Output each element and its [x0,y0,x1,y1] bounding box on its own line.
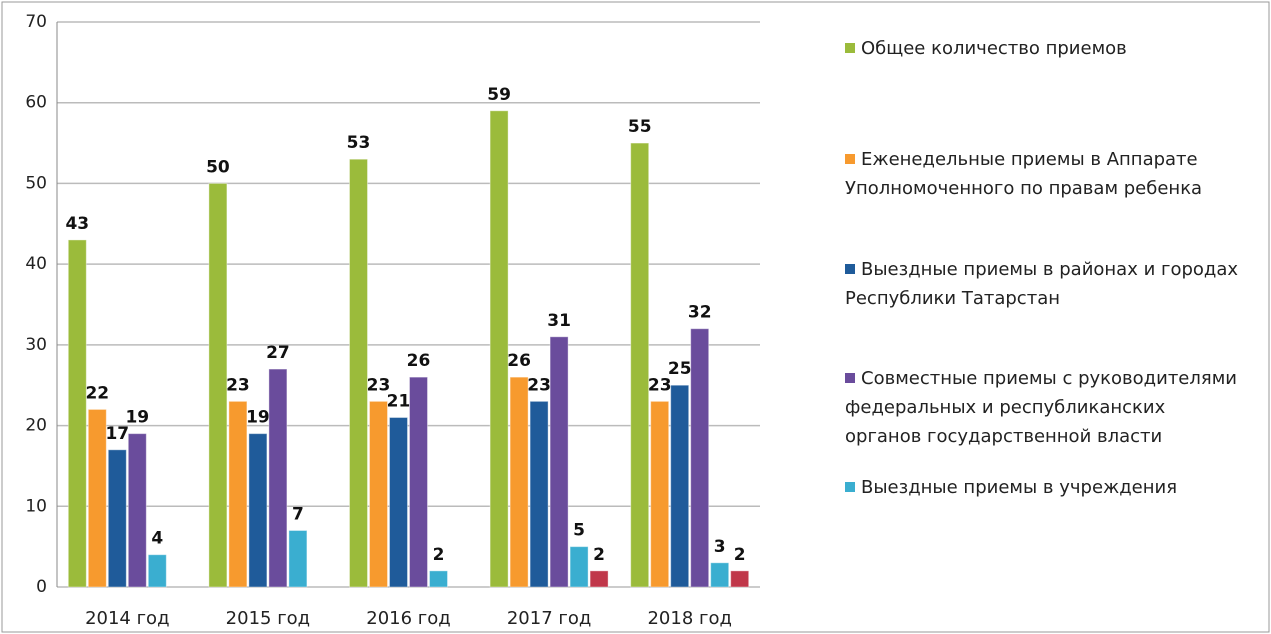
bar [248,433,268,588]
value-label: 31 [547,311,571,331]
legend-item: Выездные приемы в учреждения [845,473,1245,502]
value-label: 32 [688,303,712,323]
legend-item: Еженедельные приемы в Аппарате Уполномоч… [845,145,1245,203]
y-tick-label: 0 [36,577,47,597]
value-label: 3 [714,537,726,557]
legend-label: Выездные приемы в районах и городах Респ… [845,259,1239,309]
x-tick-label: 2014 год [85,608,169,629]
value-label: 23 [648,375,672,395]
bar [429,570,448,588]
x-tick-label: 2015 год [226,608,310,629]
legend-item: Выездные приемы в районах и городах Респ… [845,255,1245,313]
x-tick-label: 2016 год [366,608,450,629]
value-label: 2 [433,545,445,565]
bar [730,570,750,588]
legend-label: Совместные приемы с руководителями федер… [845,368,1237,447]
y-tick-label: 30 [25,335,47,355]
legend-label: Общее количество приемов [861,38,1127,59]
value-label: 23 [527,375,551,395]
legend-item: Общее количество приемов [845,34,1245,63]
bar [107,449,127,588]
y-tick-label: 40 [25,254,47,274]
bar [650,400,670,588]
bar [208,182,228,588]
value-label: 5 [573,521,585,541]
bar [288,530,308,588]
y-tick-label: 70 [25,12,47,32]
legend-swatch [845,373,855,383]
y-tick-label: 60 [25,93,47,113]
legend-swatch [845,482,855,492]
value-label: 2 [734,545,746,565]
value-label: 43 [65,214,89,234]
value-label: 23 [367,375,391,395]
bar [630,142,650,588]
value-label: 26 [407,351,431,371]
y-tick-label: 50 [25,173,47,193]
legend-item: Совместные приемы с руководителями федер… [845,364,1245,451]
value-label: 27 [266,343,290,363]
value-label: 59 [487,85,511,105]
bar [690,328,710,588]
value-label: 26 [507,351,531,371]
y-tick-label: 10 [25,496,47,516]
legend-swatch [845,154,855,164]
x-tick-label: 2017 год [507,608,591,629]
y-tick-label: 20 [25,416,47,436]
bar [268,368,288,588]
bar [670,384,690,588]
legend-swatch [845,264,855,274]
bar [87,408,107,588]
x-tick-label: 2018 год [647,608,731,629]
bar [549,336,569,588]
value-label: 22 [85,383,109,403]
legend-label: Выездные приемы в учреждения [861,477,1178,498]
value-label: 17 [105,424,129,444]
bar [589,570,609,588]
bar [228,400,248,588]
value-label: 53 [347,133,371,153]
bar [67,239,87,588]
bar [409,376,428,588]
value-label: 2 [593,545,605,565]
value-label: 19 [246,408,270,428]
value-label: 23 [226,375,250,395]
legend-label: Еженедельные приемы в Аппарате Уполномоч… [845,149,1203,199]
value-label: 50 [206,157,230,177]
bar [569,546,589,588]
bar [509,376,529,588]
legend-swatch [845,43,855,53]
value-label: 21 [387,392,411,412]
value-label: 25 [668,359,692,379]
bar [389,417,408,588]
bar [349,158,368,588]
value-label: 55 [628,117,652,137]
bar [369,400,388,588]
value-label: 7 [292,505,304,525]
value-label: 4 [151,529,163,549]
bar [147,554,167,588]
bar [127,433,147,588]
bar [529,400,549,588]
value-label: 19 [125,408,149,428]
bar [710,562,730,588]
bar [489,110,509,588]
